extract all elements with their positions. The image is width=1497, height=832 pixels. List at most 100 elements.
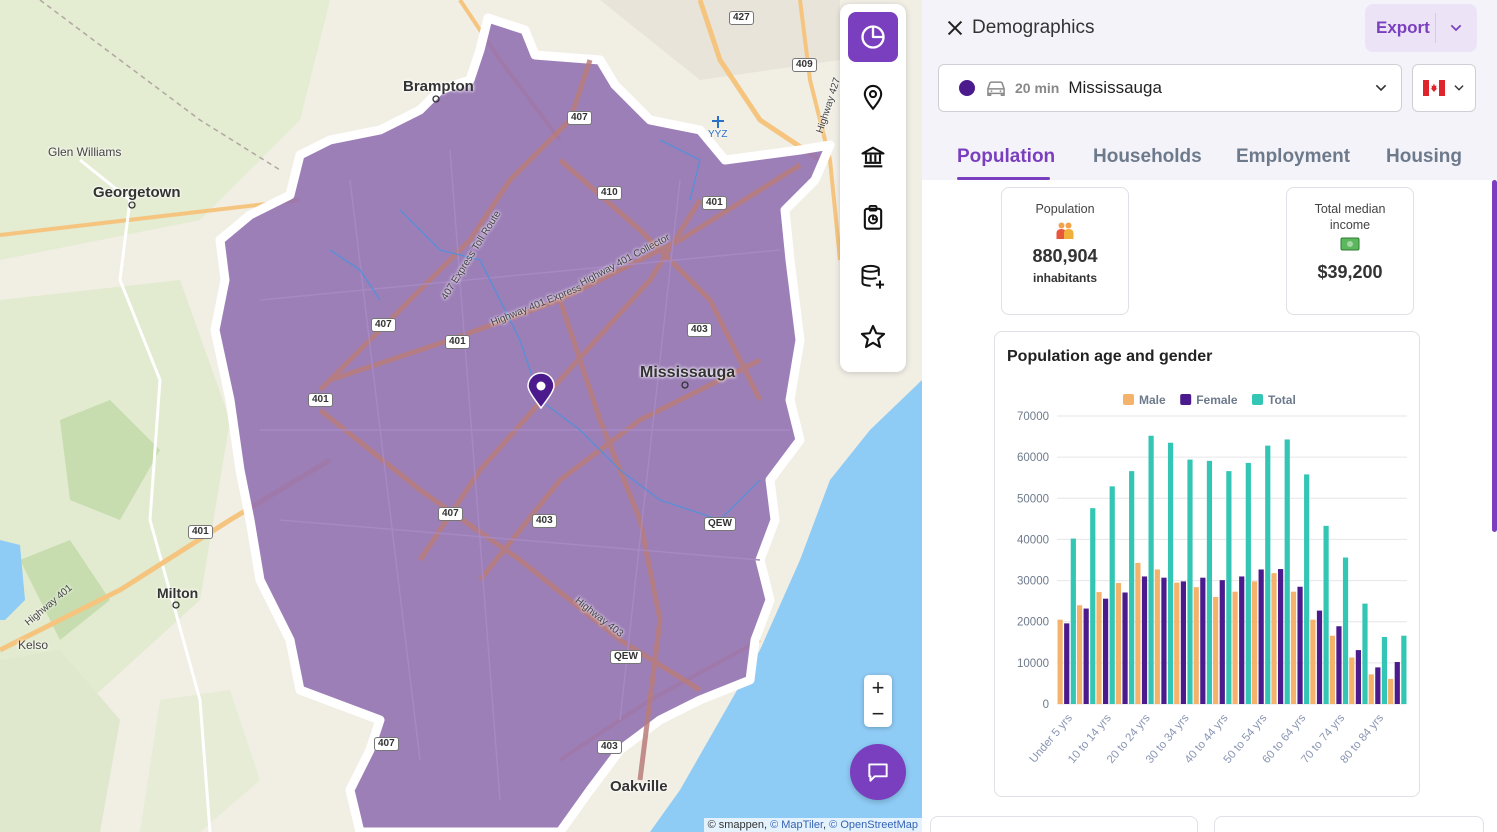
map-label-kelso: Kelso — [18, 638, 49, 652]
bar-total[interactable] — [1109, 486, 1115, 704]
bar-total[interactable] — [1206, 460, 1213, 704]
bar-total[interactable] — [1362, 603, 1368, 704]
bar-male[interactable] — [1310, 619, 1316, 704]
bar-male[interactable] — [1154, 569, 1160, 704]
bar-total[interactable] — [1265, 445, 1271, 704]
bar-male[interactable] — [1115, 583, 1122, 704]
legend-item-male[interactable]: Male — [1123, 393, 1166, 407]
tab-households[interactable]: Households — [1093, 146, 1202, 167]
bar-total[interactable] — [1226, 471, 1232, 704]
bar-female[interactable] — [1316, 610, 1323, 704]
openstreetmap-link[interactable]: © OpenStreetMap — [829, 819, 918, 831]
money-icon — [1287, 236, 1413, 256]
bar-male[interactable] — [1057, 619, 1063, 704]
bar-total[interactable] — [1245, 462, 1251, 704]
bar-total[interactable] — [1304, 474, 1310, 704]
bar-male[interactable] — [1174, 582, 1180, 704]
bar-female[interactable] — [1278, 569, 1284, 704]
bar-total[interactable] — [1090, 508, 1096, 704]
area-selector[interactable]: 20 min Mississauga — [938, 64, 1402, 112]
bar-total[interactable] — [1323, 525, 1329, 704]
country-selector[interactable] — [1412, 64, 1476, 112]
bar-female[interactable] — [1161, 577, 1167, 704]
age-gender-chart: 0 10000 20000 30000 40000 50000 60000 70000 Male… — [1017, 393, 1407, 766]
report-tool-button[interactable] — [848, 192, 898, 242]
bar-total[interactable] — [1187, 459, 1193, 704]
bar-female[interactable] — [1141, 576, 1148, 704]
bar-total[interactable] — [1401, 635, 1407, 704]
bar-female[interactable] — [1180, 581, 1186, 704]
bar-female[interactable] — [1239, 576, 1245, 704]
panel-content[interactable]: Population 880,904 inhabitants Total med… — [922, 180, 1497, 832]
highway-shield: 403 — [532, 514, 557, 528]
legend-item-female[interactable]: Female — [1180, 393, 1238, 407]
tab-housing[interactable]: Housing — [1386, 146, 1462, 167]
bar-female[interactable] — [1355, 650, 1361, 704]
highway-shield: 401 — [308, 393, 333, 407]
bar-total[interactable] — [1342, 557, 1349, 704]
bar-female[interactable] — [1200, 577, 1206, 704]
map-label-milton: Milton — [157, 585, 199, 601]
bar-female[interactable] — [1297, 586, 1303, 704]
map-view[interactable]: Brampton Georgetown Glen Williams Missis… — [0, 0, 922, 832]
institutions-tool-button[interactable] — [848, 132, 898, 182]
export-button[interactable]: Export — [1365, 4, 1477, 52]
bar-male[interactable] — [1271, 573, 1277, 704]
bar-female[interactable] — [1375, 667, 1381, 704]
bar-female[interactable] — [1394, 662, 1400, 704]
bar-male[interactable] — [1232, 591, 1238, 704]
database-plus-icon — [861, 264, 885, 289]
close-icon[interactable] — [944, 17, 966, 39]
map-toolbar — [840, 4, 906, 372]
bar-female[interactable] — [1064, 623, 1070, 704]
bar-male[interactable] — [1213, 597, 1219, 704]
chat-bubble-icon — [868, 763, 888, 782]
bar-male[interactable] — [1329, 635, 1335, 704]
map-pin-icon — [863, 84, 883, 111]
bar-male[interactable] — [1096, 592, 1102, 704]
bar-female[interactable] — [1258, 569, 1264, 704]
bar-male[interactable] — [1251, 581, 1258, 704]
bar-total[interactable] — [1129, 471, 1135, 704]
people-icon — [1002, 220, 1128, 240]
highway-shield: 401 — [188, 525, 213, 539]
age-gender-chart-card: Population age and gender 0 10000 20000 300… — [994, 331, 1420, 797]
bar-male[interactable] — [1076, 605, 1083, 704]
favorites-tool-button[interactable] — [848, 312, 898, 362]
map-base-layer — [0, 0, 922, 832]
bar-female[interactable] — [1336, 626, 1342, 704]
demographics-tool-button[interactable] — [848, 12, 898, 62]
bar-female[interactable] — [1103, 598, 1109, 704]
zoom-out-button[interactable]: − — [871, 701, 885, 726]
export-dropdown-toggle[interactable] — [1436, 20, 1476, 36]
bar-total[interactable] — [1381, 636, 1388, 704]
highway-shield: 407 — [371, 318, 396, 332]
location-marker — [527, 372, 555, 410]
bar-female[interactable] — [1083, 608, 1089, 704]
bar-male[interactable] — [1368, 674, 1374, 704]
scrollbar[interactable] — [1492, 180, 1497, 532]
bar-female[interactable] — [1122, 592, 1128, 704]
add-data-tool-button[interactable] — [848, 252, 898, 302]
highway-shield: QEW — [704, 517, 736, 531]
bar-male[interactable] — [1290, 591, 1297, 704]
poi-tool-button[interactable] — [848, 72, 898, 122]
tab-employment[interactable]: Employment — [1236, 146, 1351, 167]
bar-male[interactable] — [1388, 678, 1394, 704]
bar-total[interactable] — [1167, 442, 1174, 704]
bar-male[interactable] — [1135, 562, 1141, 704]
bar-total[interactable] — [1148, 435, 1154, 704]
maptiler-link[interactable]: © MapTiler — [770, 819, 824, 831]
bar-total[interactable] — [1070, 538, 1076, 704]
zoom-in-button[interactable]: + — [871, 675, 885, 700]
bar-male[interactable] — [1349, 657, 1355, 704]
bar-total[interactable] — [1284, 439, 1290, 704]
bar-female[interactable] — [1219, 580, 1225, 704]
chat-button[interactable] — [850, 744, 906, 800]
tab-population[interactable]: Population — [957, 146, 1056, 167]
map-label-glen-williams: Glen Williams — [48, 145, 122, 159]
legend-item-total[interactable]: Total — [1252, 393, 1296, 407]
legend-label: Female — [1196, 393, 1238, 407]
bar-male[interactable] — [1193, 587, 1199, 704]
next-stat-card-left — [930, 816, 1198, 832]
